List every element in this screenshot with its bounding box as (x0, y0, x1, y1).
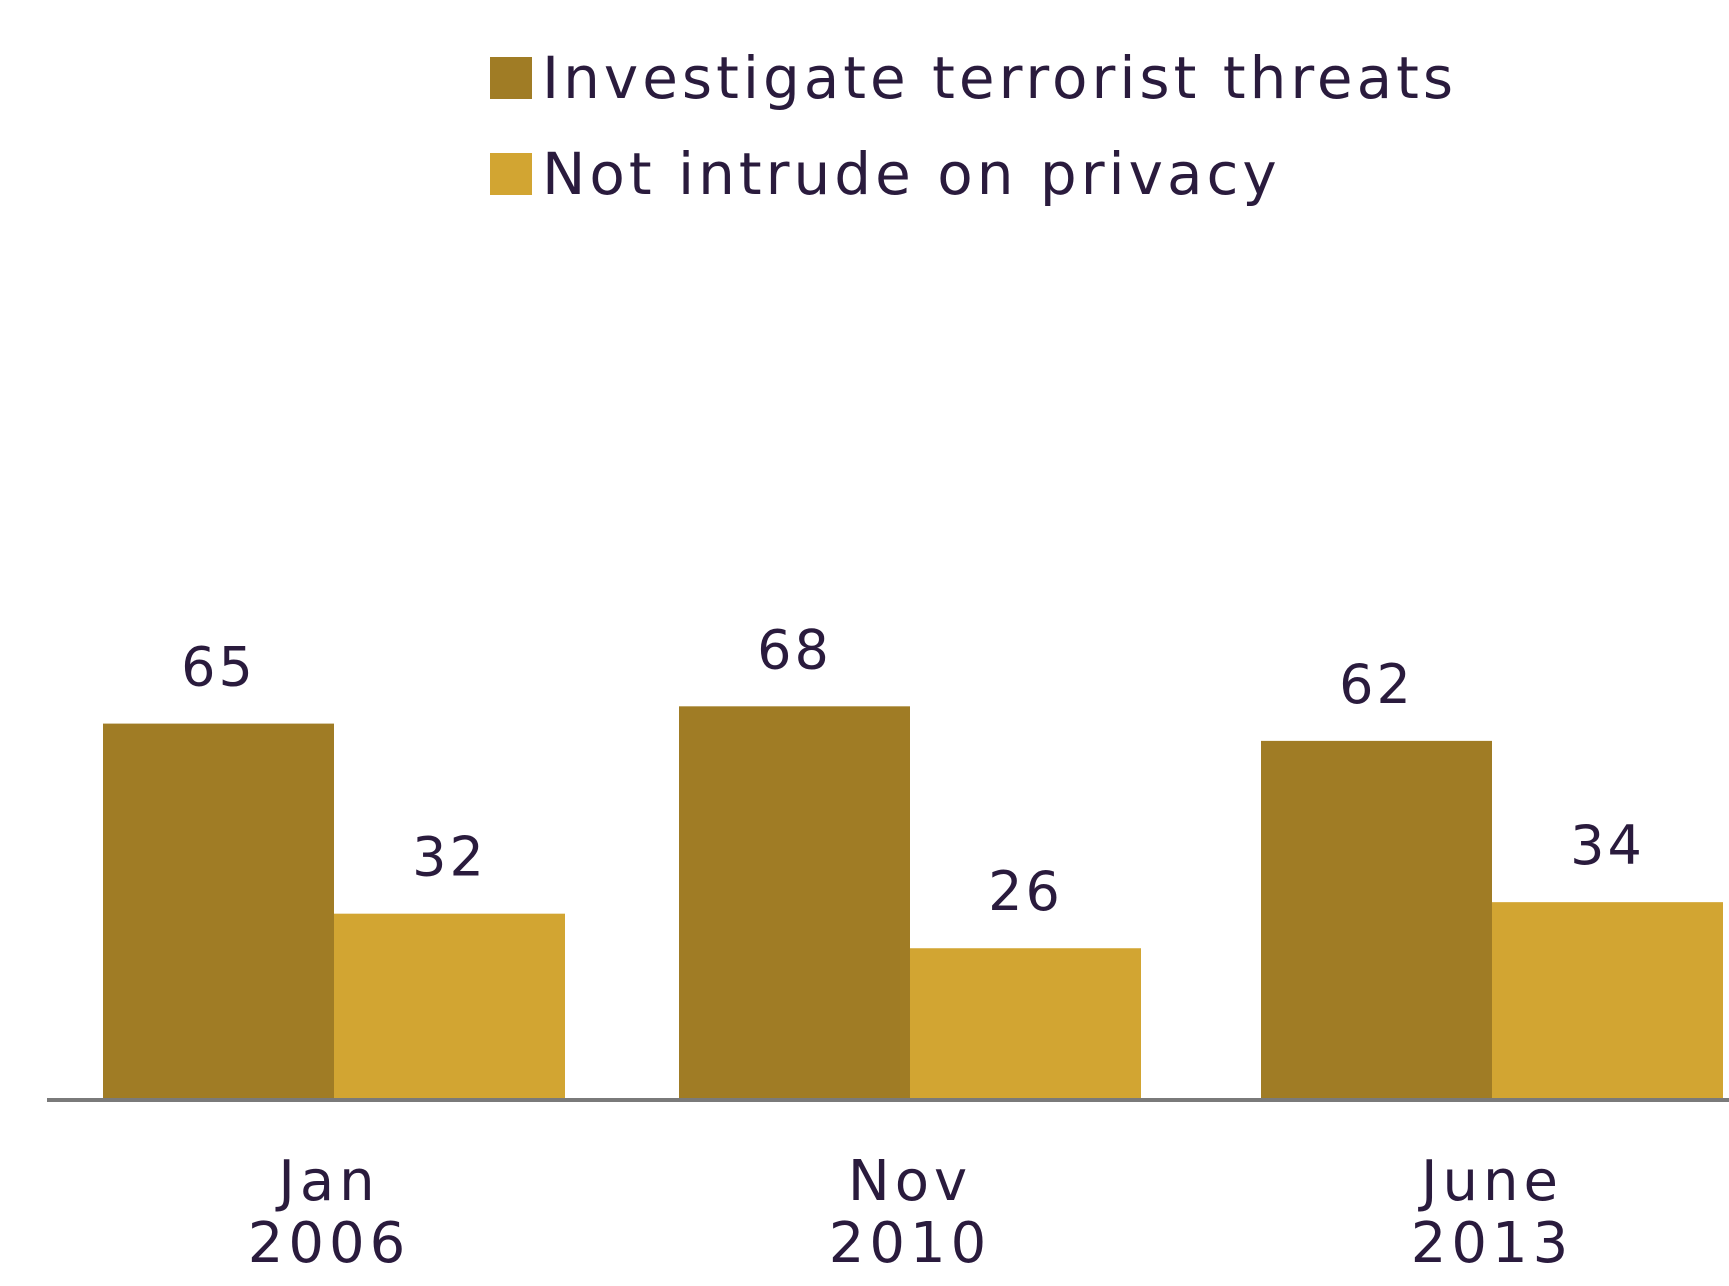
data-label-not-intrude-on-privacy-jan-2006: 32 (412, 826, 487, 889)
legend-item-privacy: Not intrude on privacy (490, 126, 1457, 222)
legend-label-privacy: Not intrude on privacy (542, 140, 1281, 208)
legend: Investigate terrorist threats Not intrud… (490, 30, 1457, 222)
x-tick-line: 2013 (1411, 1211, 1574, 1276)
x-tick-label-june-2013: June 2013 (1411, 1149, 1574, 1276)
x-tick-line: June (1418, 1149, 1563, 1214)
bar-not-intrude-on-privacy-nov-2010 (910, 948, 1141, 1098)
x-tick-label-jan-2006: Jan 2006 (248, 1149, 411, 1276)
bar-investigate-terrorist-threats-jan-2006 (103, 723, 334, 1098)
x-tick-line: 2010 (829, 1211, 992, 1276)
x-tick-line: Nov (848, 1149, 972, 1214)
data-label-not-intrude-on-privacy-june-2013: 34 (1570, 814, 1645, 877)
x-tick-line: Jan (275, 1149, 379, 1214)
data-label-investigate-terrorist-threats-nov-2010: 68 (757, 618, 832, 681)
x-tick-label-nov-2010: Nov 2010 (829, 1149, 992, 1276)
bar-not-intrude-on-privacy-jan-2006 (334, 913, 565, 1098)
data-label-investigate-terrorist-threats-jan-2006: 65 (181, 636, 256, 699)
legend-item-investigate: Investigate terrorist threats (490, 30, 1457, 126)
data-label-not-intrude-on-privacy-nov-2010: 26 (988, 860, 1063, 923)
data-label-investigate-terrorist-threats-june-2013: 62 (1339, 653, 1414, 716)
bar-not-intrude-on-privacy-june-2013 (1492, 902, 1723, 1098)
x-tick-line: 2006 (248, 1211, 411, 1276)
legend-swatch-investigate (490, 57, 532, 99)
bar-investigate-terrorist-threats-nov-2010 (679, 706, 910, 1098)
bar-investigate-terrorist-threats-june-2013 (1261, 740, 1492, 1098)
legend-label-investigate: Investigate terrorist threats (542, 44, 1458, 112)
legend-swatch-privacy (490, 153, 532, 195)
